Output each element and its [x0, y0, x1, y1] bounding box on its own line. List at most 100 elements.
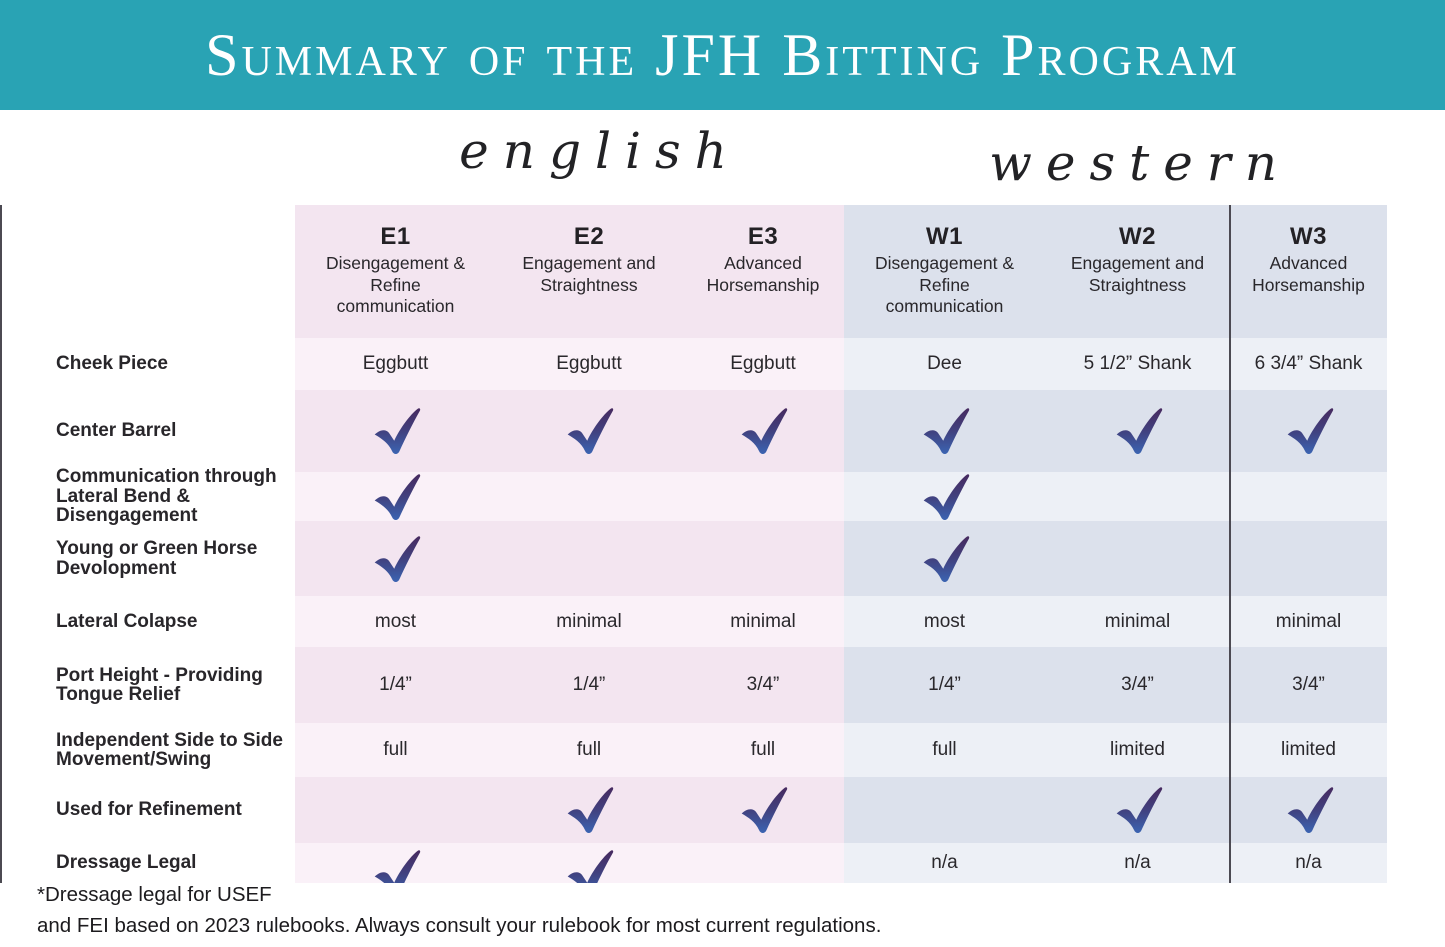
check-icon — [923, 408, 969, 454]
column-header-e3: E3 Advanced Horsemanship — [682, 205, 844, 338]
table-cell — [1045, 390, 1230, 472]
table-cell — [295, 390, 496, 472]
check-icon — [567, 408, 614, 454]
check-icon — [923, 473, 969, 520]
table-cell: full — [844, 723, 1045, 777]
table-cell: minimal — [496, 596, 682, 647]
footnote-line-2: and FEI based on 2023 rulebooks. Always … — [37, 914, 882, 937]
table-cell: Dee — [844, 338, 1045, 390]
column-header-w3: W3 Advanced Horsemanship — [1230, 205, 1387, 338]
row-label: Dressage Legal — [56, 852, 197, 874]
table-cell: full — [682, 723, 844, 777]
western-section-label: western — [989, 134, 1291, 192]
table-cell: Eggbutt — [682, 338, 844, 390]
row-label: Port Height - Providing Tongue Relief — [56, 664, 263, 705]
table-cell: limited — [1045, 723, 1230, 777]
footnote: *Dressage legal for USEF and FEI based o… — [37, 879, 1017, 941]
table-cell: n/a — [1230, 843, 1387, 883]
table-cell — [496, 521, 682, 596]
check-icon — [1287, 408, 1333, 454]
table-cell — [496, 472, 682, 521]
column-subtitle: Advanced Horsemanship — [1252, 253, 1365, 295]
row-label: Lateral Colapse — [56, 610, 198, 632]
row-label: Center Barrel — [56, 420, 177, 442]
table-cell — [295, 472, 496, 521]
table-cell — [1230, 521, 1387, 596]
table-cell — [844, 521, 1045, 596]
table-cell: most — [844, 596, 1045, 647]
table-cell: 5 1/2” Shank — [1045, 338, 1230, 390]
table-cell — [1230, 472, 1387, 521]
column-divider — [0, 205, 2, 883]
table-cell: Eggbutt — [295, 338, 496, 390]
column-header-w2: W2 Engagement and Straightness — [1045, 205, 1230, 338]
table-cell: 1/4” — [844, 647, 1045, 723]
table-cell: Eggbutt — [496, 338, 682, 390]
check-icon — [374, 408, 420, 454]
table-cell — [295, 521, 496, 596]
column-divider — [1229, 205, 1231, 883]
title-banner: Summary of the JFH Bitting Program — [0, 0, 1445, 110]
table-cell — [682, 777, 844, 843]
check-icon — [923, 535, 969, 582]
table-cell — [1230, 390, 1387, 472]
table-cell — [1045, 777, 1230, 843]
column-code: W3 — [1290, 223, 1327, 250]
check-icon — [1287, 787, 1333, 833]
column-code: E3 — [747, 223, 779, 250]
table-cell: minimal — [682, 596, 844, 647]
table-cell — [1230, 777, 1387, 843]
table-cell: 6 3/4” Shank — [1230, 338, 1387, 390]
row-label: Young or Green Horse Devolopment — [56, 538, 258, 579]
column-code: W1 — [926, 223, 963, 250]
table-cell: minimal — [1230, 596, 1387, 647]
column-subtitle: Advanced Horsemanship — [706, 253, 820, 295]
check-icon — [1116, 408, 1162, 454]
table-cell: full — [295, 723, 496, 777]
column-code: E2 — [573, 223, 605, 250]
check-icon — [567, 850, 614, 883]
column-header-e1: E1 Disengagement & Refine communication — [295, 205, 496, 338]
table-cell — [496, 390, 682, 472]
column-subtitle: Disengagement & Refine communication — [874, 253, 1015, 316]
check-icon — [374, 535, 420, 582]
table-cell: minimal — [1045, 596, 1230, 647]
table-cell — [1045, 472, 1230, 521]
table-cell — [844, 777, 1045, 843]
check-icon — [1116, 787, 1162, 833]
bitting-summary-table: E1 Disengagement & Refine communication E2… — [0, 205, 1387, 883]
table-cell — [682, 521, 844, 596]
column-header-e2: E2 Engagement and Straightness — [496, 205, 682, 338]
column-header-w1: W1 Disengagement & Refine communication — [844, 205, 1045, 338]
check-icon — [567, 787, 614, 833]
row-label: Used for Refinement — [56, 799, 242, 821]
table-cell: 1/4” — [496, 647, 682, 723]
row-label: Communication through Lateral Bend & Dis… — [56, 466, 277, 527]
table-cell: limited — [1230, 723, 1387, 777]
english-section-label: english — [459, 122, 741, 180]
table-cell: full — [496, 723, 682, 777]
column-code: E1 — [380, 223, 411, 250]
table-cell — [295, 777, 496, 843]
column-subtitle: Engagement and Straightness — [1070, 253, 1205, 295]
table-cell — [295, 843, 496, 883]
check-icon — [374, 473, 420, 520]
table-corner — [0, 205, 295, 338]
table-cell — [682, 390, 844, 472]
check-icon — [741, 408, 788, 454]
table-cell — [496, 777, 682, 843]
table-cell: 3/4” — [1045, 647, 1230, 723]
table-cell — [844, 390, 1045, 472]
row-label: Cheek Piece — [56, 353, 168, 375]
page-title: Summary of the JFH Bitting Program — [205, 21, 1240, 88]
column-code: W2 — [1119, 223, 1156, 250]
row-label: Independent Side to Side Movement/Swing — [56, 729, 283, 770]
table-cell — [682, 472, 844, 521]
table-cell: 1/4” — [295, 647, 496, 723]
column-subtitle: Disengagement & Refine communication — [325, 253, 466, 316]
table-cell — [1045, 521, 1230, 596]
column-subtitle: Engagement and Straightness — [522, 253, 656, 295]
table-cell — [496, 843, 682, 883]
table-cell: n/a — [844, 843, 1045, 883]
